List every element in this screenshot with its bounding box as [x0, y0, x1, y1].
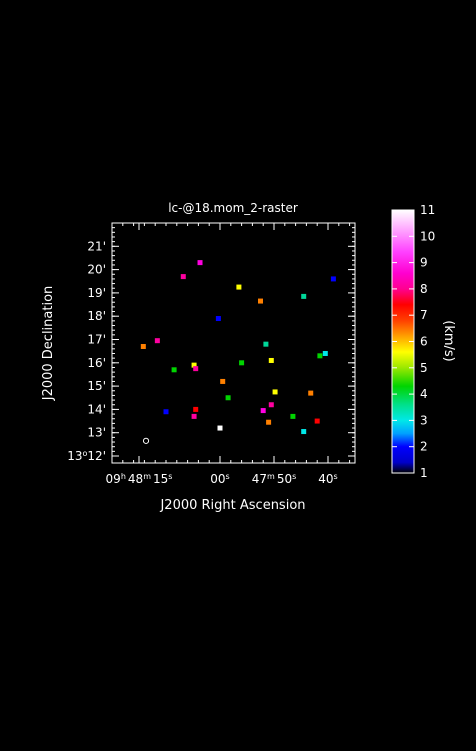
colorbar-tick-label: 3 — [420, 413, 428, 427]
y-tick-label: 14' — [87, 402, 106, 416]
data-pixel — [215, 316, 221, 322]
colorbar-tick-label: 5 — [420, 361, 428, 375]
data-pixel — [217, 425, 223, 431]
y-tick-label: 13o12' — [67, 449, 106, 464]
x-axis-label: J2000 Right Ascension — [159, 498, 305, 513]
data-pixel — [140, 343, 146, 349]
x-tick-label: 09h 48m 15s — [106, 472, 173, 487]
data-pixel — [191, 413, 197, 419]
x-tick-label: 40s — [318, 472, 337, 487]
y-axis-label: J2000 Declination — [41, 286, 56, 402]
y-tick-label: 19' — [87, 286, 106, 300]
chart-title: lc-@18.mom_2-raster — [168, 201, 298, 215]
data-pixel — [258, 298, 263, 304]
data-pixel — [322, 350, 328, 356]
data-pixel — [263, 341, 269, 347]
colorbar-tick-label: 1 — [420, 466, 428, 480]
colorbar-tick-label: 2 — [420, 440, 428, 454]
x-ticks: 09h 48m 15s 00s 47m 50s 40s — [106, 223, 351, 487]
data-pixel — [236, 284, 242, 290]
data-pixel — [193, 406, 199, 412]
beam-marker — [142, 437, 150, 444]
data-pixel — [272, 389, 278, 395]
colorbar-tick-label: 4 — [420, 387, 428, 401]
data-pixel — [330, 276, 336, 282]
x-tick-label: 00s — [210, 472, 229, 487]
data-pixel — [225, 395, 231, 401]
y-tick-label: 21' — [87, 239, 106, 253]
data-pixel — [268, 402, 274, 408]
x-tick-label: 47m 50s — [252, 472, 297, 487]
data-pixel — [163, 409, 169, 415]
colorbar-ticks: 1 2 3 4 5 6 7 8 9 10 11 — [392, 203, 435, 480]
data-pixel — [268, 357, 274, 363]
data-pixel — [317, 353, 323, 359]
y-tick-label: 20' — [87, 263, 106, 277]
y-tick-label: 13' — [87, 426, 106, 440]
colorbar-label: (km/s) — [441, 320, 456, 362]
data-pixel — [266, 419, 272, 425]
colorbar-tick-label: 8 — [420, 282, 428, 296]
data-pixel — [290, 413, 296, 419]
data-pixel — [193, 366, 199, 372]
data-pixel — [220, 378, 226, 384]
y-tick-label: 17' — [87, 333, 106, 347]
colorbar-tick-label: 6 — [420, 335, 428, 349]
colorbar-tick-label: 9 — [420, 256, 428, 270]
data-pixel — [314, 418, 320, 424]
colorbar-tick-label: 10 — [420, 229, 435, 243]
y-tick-label: 18' — [87, 309, 106, 323]
data-pixel — [191, 362, 197, 368]
data-pixel — [301, 429, 307, 435]
data-pixel — [239, 360, 245, 366]
data-pixel — [301, 293, 307, 299]
data-pixel — [180, 274, 186, 280]
y-tick-label: 15' — [87, 379, 106, 393]
data-pixel — [308, 390, 314, 396]
colorbar-tick-label: 7 — [420, 308, 428, 322]
data-pixel — [260, 408, 266, 414]
y-ticks: 13o12' 13' 14' 15' 16' 17' 18' 19' 20' 21' — [67, 227, 355, 464]
data-pixel — [197, 260, 203, 266]
data-pixel — [154, 338, 160, 344]
data-pixel — [171, 367, 177, 373]
colorbar-tick-label: 11 — [420, 203, 435, 217]
y-tick-label: 16' — [87, 356, 106, 370]
plot-frame — [111, 222, 356, 464]
data-pixels — [140, 260, 336, 435]
